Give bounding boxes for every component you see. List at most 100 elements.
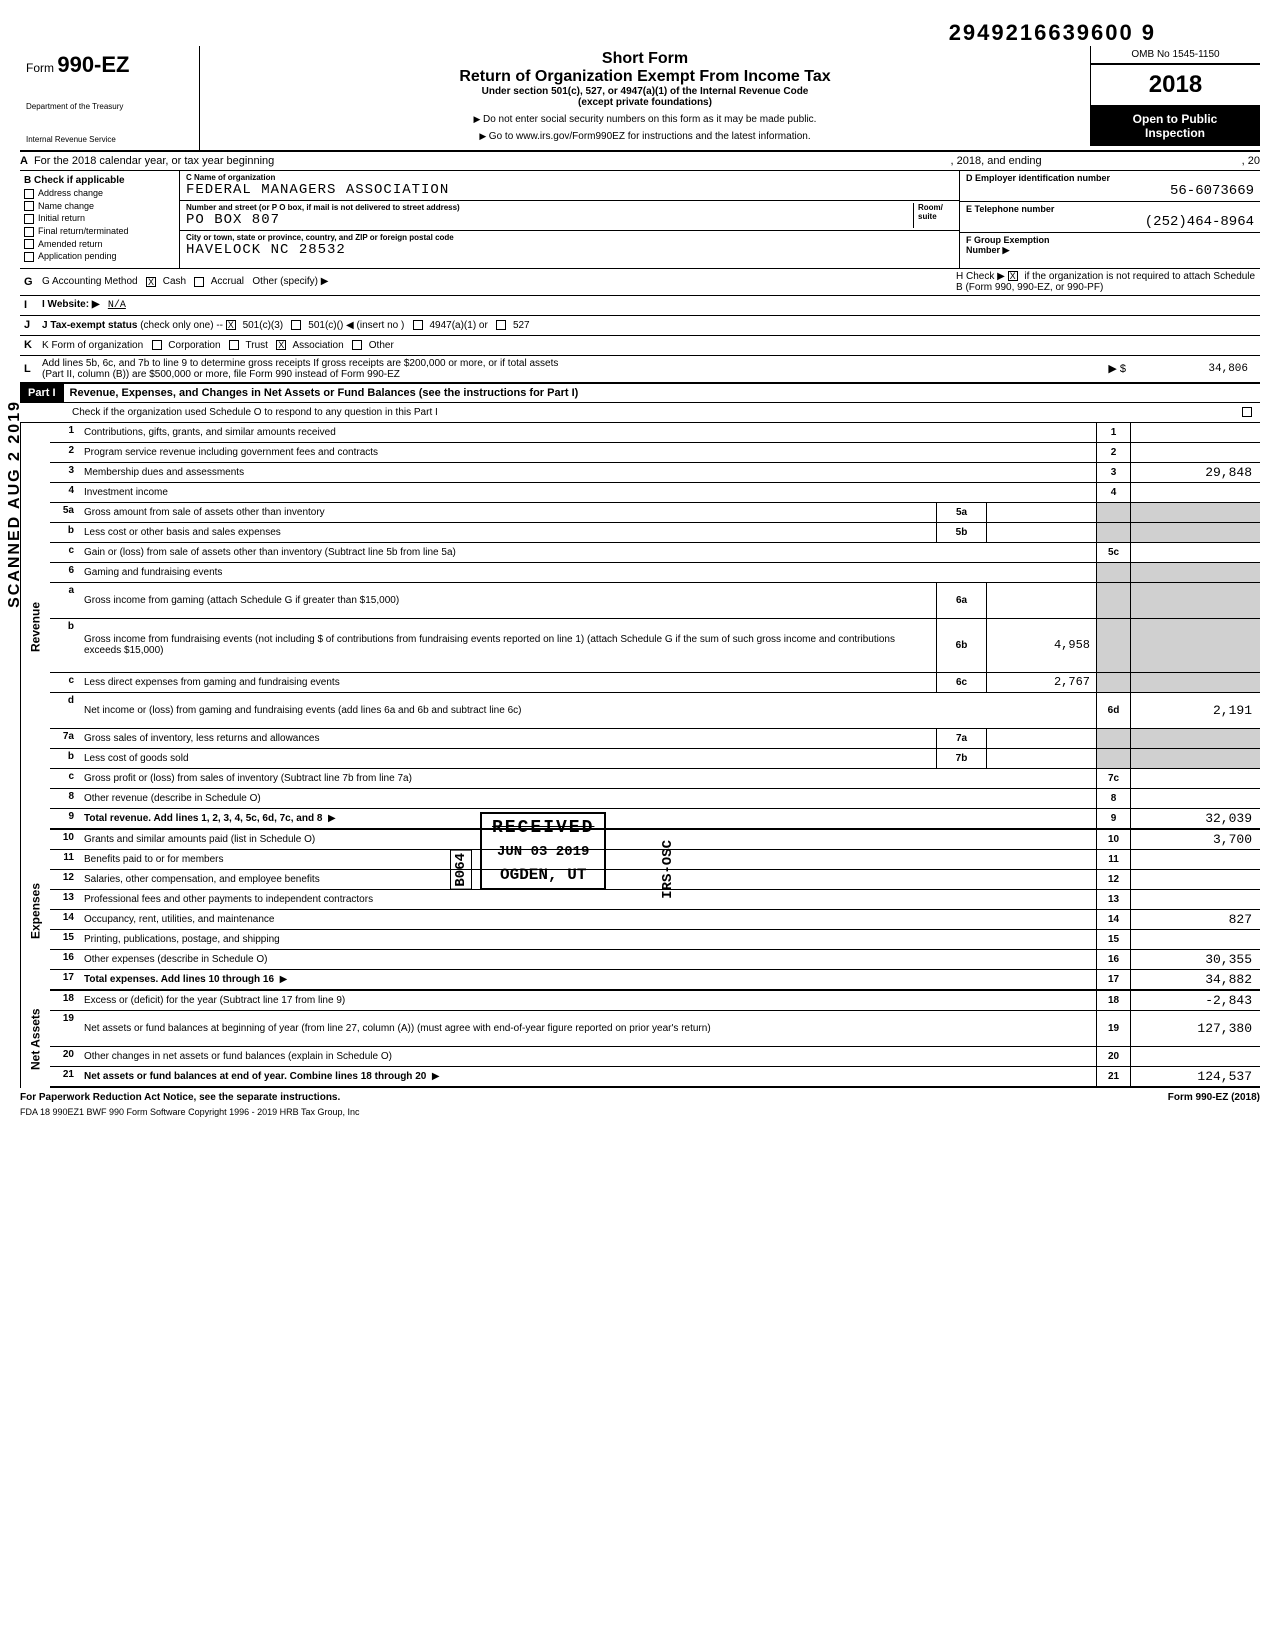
cell-org-name: C Name of organization FEDERAL MANAGERS … xyxy=(180,171,959,201)
row-gh: G G Accounting Method X Cash Accrual Oth… xyxy=(20,269,1260,296)
line-6b-desc: Gross income from fundraising events (no… xyxy=(80,619,936,672)
k-other: Other xyxy=(369,340,394,351)
line-19-box: 19 xyxy=(1096,1011,1130,1046)
form-header: Form 990-EZ Department of the Treasury I… xyxy=(20,46,1260,152)
line-15-no: 15 xyxy=(50,930,80,949)
line-21-box: 21 xyxy=(1096,1067,1130,1086)
open-to-public: Open to Public Inspection xyxy=(1090,106,1260,146)
line-9-desc: Total revenue. Add lines 1, 2, 3, 4, 5c,… xyxy=(80,809,1096,828)
chk-app-pending[interactable]: Application pending xyxy=(24,251,175,262)
line-6d-desc: Net income or (loss) from gaming and fun… xyxy=(80,693,1096,728)
k-trust: Trust xyxy=(246,340,268,351)
j-4947: 4947(a)(1) or xyxy=(429,320,487,331)
line-6-shade2 xyxy=(1130,563,1260,582)
revenue-body: 1 Contributions, gifts, grants, and simi… xyxy=(50,423,1260,830)
chk-initial-return[interactable]: Initial return xyxy=(24,213,175,224)
line-16-box: 16 xyxy=(1096,950,1130,969)
line-7c-box: 7c xyxy=(1096,769,1130,788)
line-9-no: 9 xyxy=(50,809,80,828)
line-7b-subval xyxy=(986,749,1096,768)
line-6d: d Net income or (loss) from gaming and f… xyxy=(50,693,1260,729)
line-6c-shade1 xyxy=(1096,673,1130,692)
chk-final-return[interactable]: Final return/terminated xyxy=(24,226,175,237)
chk-4947[interactable] xyxy=(413,320,423,330)
line-1-box: 1 xyxy=(1096,423,1130,442)
line-16-no: 16 xyxy=(50,950,80,969)
line-7a-subval xyxy=(986,729,1096,748)
chk-501c[interactable] xyxy=(291,320,301,330)
line-11: 11 Benefits paid to or for members 11 xyxy=(50,850,1260,870)
group-label: F Group Exemption xyxy=(966,235,1254,245)
k-corp: Corporation xyxy=(168,340,220,351)
l-text2: (Part II, column (B)) are $500,000 or mo… xyxy=(42,369,400,380)
line-5b-shade1 xyxy=(1096,523,1130,542)
form-title: Return of Organization Exempt From Incom… xyxy=(210,68,1080,86)
line-5a: 5a Gross amount from sale of assets othe… xyxy=(50,503,1260,523)
room-label: Room/ suite xyxy=(913,203,953,228)
chk-501c3[interactable]: X xyxy=(226,320,236,330)
open-line2: Inspection xyxy=(1096,126,1254,140)
chk-cash[interactable]: X xyxy=(146,277,156,287)
chk-corp[interactable] xyxy=(152,340,162,350)
chk-527[interactable] xyxy=(496,320,506,330)
line-14-amt: 827 xyxy=(1130,910,1260,929)
line-6c-sub: 6c xyxy=(936,673,986,692)
line-6c-no: c xyxy=(50,673,80,692)
dln-bar: 29492166396009 xyxy=(20,20,1260,46)
line-13-box: 13 xyxy=(1096,890,1130,909)
line-20-no: 20 xyxy=(50,1047,80,1066)
chk-other[interactable] xyxy=(352,340,362,350)
line-6-no: 6 xyxy=(50,563,80,582)
chk-address-change[interactable]: Address change xyxy=(24,188,175,199)
line-6a: a Gross income from gaming (attach Sched… xyxy=(50,583,1260,619)
line-17: 17 Total expenses. Add lines 10 through … xyxy=(50,970,1260,991)
j-label: J Tax-exempt status xyxy=(42,320,137,331)
line-15-amt xyxy=(1130,930,1260,949)
chk-schedule-o[interactable] xyxy=(1242,407,1252,417)
line-14-desc: Occupancy, rent, utilities, and maintena… xyxy=(80,910,1096,929)
header-right: OMB No 1545-1150 2018 Open to Public Ins… xyxy=(1090,46,1260,150)
line-3-box: 3 xyxy=(1096,463,1130,482)
ein-value: 56-6073669 xyxy=(966,183,1254,199)
chk-assoc[interactable]: X xyxy=(276,340,286,350)
line-5c-amt xyxy=(1130,543,1260,562)
line-17-desc: Total expenses. Add lines 10 through 16 … xyxy=(80,970,1096,989)
form-subtitle-1: Under section 501(c), 527, or 4947(a)(1)… xyxy=(210,86,1080,97)
line-2-box: 2 xyxy=(1096,443,1130,462)
line-7a-no: 7a xyxy=(50,729,80,748)
j-lead: J xyxy=(24,319,42,331)
dept-irs: Internal Revenue Service xyxy=(26,135,193,144)
row-a-text2: , 2018, and ending xyxy=(951,155,1042,167)
line-6a-sub: 6a xyxy=(936,583,986,618)
line-14: 14 Occupancy, rent, utilities, and maint… xyxy=(50,910,1260,930)
chk-label-3: Final return/terminated xyxy=(38,226,129,236)
i-lead: I xyxy=(24,299,42,311)
chk-amended-return[interactable]: Amended return xyxy=(24,239,175,250)
cell-group-exempt: F Group Exemption Number ▶ xyxy=(960,233,1260,258)
chk-name-change[interactable]: Name change xyxy=(24,201,175,212)
line-9-box: 9 xyxy=(1096,809,1130,828)
h-label: H Check ▶ xyxy=(956,271,1005,282)
chk-label-4: Amended return xyxy=(38,239,103,249)
line-8-desc: Other revenue (describe in Schedule O) xyxy=(80,789,1096,808)
part1-header-row: Part I Revenue, Expenses, and Changes in… xyxy=(20,384,1260,403)
chk-label-5: Application pending xyxy=(38,251,117,261)
line-6a-shade1 xyxy=(1096,583,1130,618)
dln-seq: 9 xyxy=(1142,20,1160,45)
line-6b-subval: 4,958 xyxy=(986,619,1096,672)
line-3-no: 3 xyxy=(50,463,80,482)
line-6a-desc: Gross income from gaming (attach Schedul… xyxy=(80,583,936,618)
line-20-box: 20 xyxy=(1096,1047,1130,1066)
line-7a: 7a Gross sales of inventory, less return… xyxy=(50,729,1260,749)
group-label2: Number ▶ xyxy=(966,245,1254,256)
chk-trust[interactable] xyxy=(229,340,239,350)
chk-h[interactable]: X xyxy=(1008,271,1018,281)
line-10-desc: Grants and similar amounts paid (list in… xyxy=(80,830,1096,849)
l-text1: Add lines 5b, 6c, and 7b to line 9 to de… xyxy=(42,358,558,369)
line-17-amt: 34,882 xyxy=(1130,970,1260,989)
chk-accrual[interactable] xyxy=(194,277,204,287)
line-6c-shade2 xyxy=(1130,673,1260,692)
line-6c-desc: Less direct expenses from gaming and fun… xyxy=(80,673,936,692)
line-6b: b Gross income from fundraising events (… xyxy=(50,619,1260,673)
g-accrual: Accrual xyxy=(211,276,244,287)
